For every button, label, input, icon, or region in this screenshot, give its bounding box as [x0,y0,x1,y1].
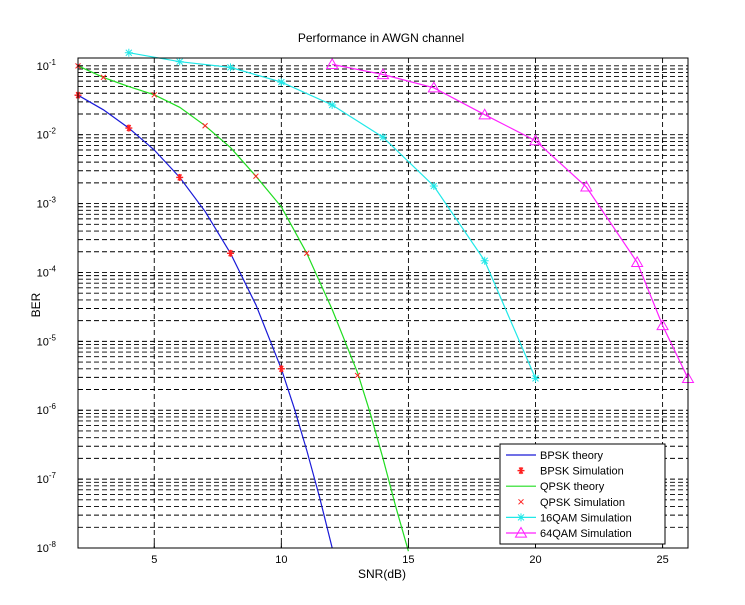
marker-triangle [529,134,542,146]
x-tick-label: 5 [151,554,157,566]
data-point-64qam-simulation [376,67,390,80]
marker-triangle [478,108,492,120]
plot-frame [77,57,689,549]
legend-entry-qpsk-simulation: QPSK Simulation [518,497,625,509]
x-tick-label: 10 [275,554,287,566]
data-point-16qam-simulation [277,78,286,87]
data-point-16qam-simulation [175,57,184,66]
data-point-bpsk-simulation [277,365,285,373]
chart-title: Performance in AWGN channel [298,31,464,45]
marker-x [303,250,310,257]
legend-label: QPSK theory [540,481,605,493]
x-tick-label: 15 [402,554,414,566]
legend-entry-bpsk-simulation: BPSK Simulation [517,466,624,478]
marker-triangle [579,180,593,192]
x-tick-label: 25 [656,554,668,566]
data-point-bpsk-simulation [176,173,184,181]
series-line-64qam-simulation [332,63,689,379]
marker-star [532,375,539,382]
data-point-64qam-simulation [579,180,593,192]
marker-star [176,58,184,66]
data-point-64qam-simulation [325,57,339,70]
marker-star [227,64,234,71]
marker-star [125,49,133,57]
marker-triangle [376,67,390,80]
data-point-64qam-simulation [478,108,492,120]
legend-entry-qpsk-theory: QPSK theory [506,481,605,493]
series-layer [74,48,695,552]
marker-triangle [656,318,669,331]
series-line-qpsk-theory [77,65,409,552]
marker-x [354,372,361,379]
data-point-qpsk-simulation [303,250,310,257]
data-point-16qam-simulation [226,63,235,72]
x-tick-label: 20 [529,554,541,566]
data-point-qpsk-simulation [100,74,107,81]
marker-star [379,133,387,141]
data-point-64qam-simulation [529,134,542,146]
legend-entry-16qam-simulation: 16QAM Simulation [506,512,632,524]
marker-x [202,122,208,129]
data-point-16qam-simulation [328,101,337,110]
marker-x [253,173,259,180]
marker-star [277,78,285,86]
legend-label: 16QAM Simulation [540,512,632,524]
legend-entry-64qam-simulation: 64QAM Simulation [506,526,632,540]
marker-triangle [630,255,644,268]
data-point-qpsk-simulation [354,372,361,379]
marker-star [517,514,525,521]
legend-label: 64QAM Simulation [540,528,632,540]
series-bpsk-simulation [74,91,285,373]
legend-label: BPSK Simulation [540,466,624,478]
data-point-64qam-simulation [656,318,669,331]
legend-entry-bpsk-theory: BPSK theory [506,450,603,462]
data-point-16qam-simulation [531,374,540,383]
data-point-16qam-simulation [429,182,438,191]
marker-x [100,74,107,81]
marker-star [328,101,336,109]
data-point-qpsk-simulation [253,173,259,180]
legend: BPSK theory BPSK Simulation QPSK theory QPS… [499,443,666,545]
data-point-64qam-simulation [427,81,441,93]
marker-triangle [427,81,441,93]
legend-box [499,443,666,545]
y-axis-label: BER [29,292,43,317]
marker-x [518,498,524,505]
data-point-bpsk-simulation [227,249,234,257]
data-point-16qam-simulation [124,48,133,57]
data-point-qpsk-simulation [202,122,208,129]
marker-triangle [325,57,339,70]
data-point-16qam-simulation [480,256,489,265]
series-qpsk-theory [77,65,409,552]
marker-triangle [514,526,528,538]
data-point-bpsk-simulation [125,124,133,132]
x-axis-label: SNR(dB) [358,567,406,581]
ticks: 5 10 15 20 2510-110-210-310-410-510-610-710-… [37,58,669,566]
data-point-64qam-simulation [630,255,644,268]
data-point-16qam-simulation [379,133,387,142]
marker-x [151,91,158,98]
legend-label: BPSK theory [540,450,603,462]
data-point-qpsk-simulation [151,91,158,98]
series-16qam-simulation [124,48,540,383]
marker-star [481,257,489,265]
legend-label: QPSK Simulation [540,497,625,509]
marker-star [430,182,438,190]
